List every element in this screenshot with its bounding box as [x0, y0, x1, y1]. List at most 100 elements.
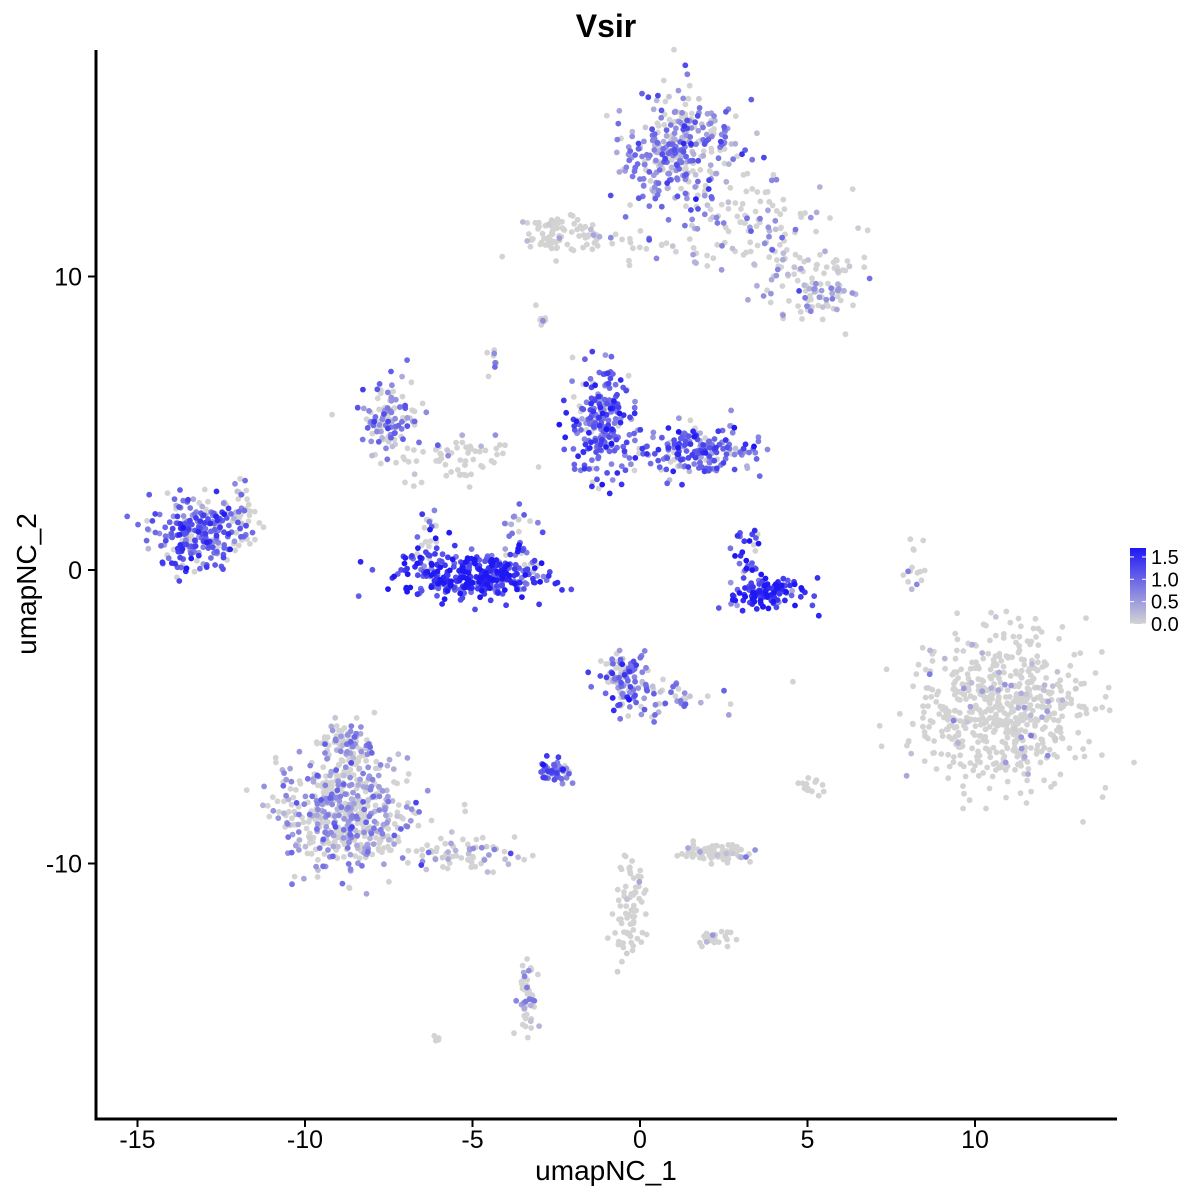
- scatter-point: [211, 526, 218, 533]
- scatter-point: [781, 206, 788, 213]
- scatter-point: [743, 557, 750, 564]
- scatter-point: [1007, 619, 1014, 626]
- scatter-point: [409, 553, 415, 559]
- scatter-point: [666, 170, 672, 177]
- scatter-point: [478, 587, 485, 594]
- scatter-point: [450, 563, 457, 570]
- scatter-point: [284, 821, 291, 827]
- x-tick-label: 5: [801, 1126, 815, 1154]
- scatter-point: [433, 545, 440, 552]
- scatter-point: [376, 381, 383, 387]
- scatter-point: [933, 699, 940, 705]
- scatter-point: [941, 655, 948, 662]
- scatter-point: [434, 1036, 440, 1042]
- scatter-point: [432, 446, 439, 453]
- scatter-point: [329, 853, 336, 860]
- scatter-point: [964, 671, 971, 678]
- scatter-point: [491, 350, 498, 357]
- scatter-point: [973, 659, 979, 666]
- scatter-point: [711, 113, 717, 119]
- scatter-point: [955, 740, 961, 746]
- scatter-point: [626, 455, 633, 461]
- scatter-point: [246, 512, 253, 519]
- scatter-point: [651, 184, 658, 191]
- scatter-point: [524, 1034, 531, 1041]
- scatter-point: [720, 220, 727, 226]
- scatter-point: [379, 788, 386, 794]
- scatter-point: [758, 571, 765, 578]
- scatter-point: [361, 812, 368, 819]
- scatter-point: [850, 302, 856, 309]
- scatter-point: [607, 375, 614, 382]
- scatter-point: [295, 829, 302, 835]
- scatter-point: [272, 754, 279, 761]
- scatter-point: [606, 434, 613, 440]
- scatter-point: [554, 216, 561, 223]
- scatter-point: [708, 149, 715, 155]
- scatter-point: [384, 456, 391, 463]
- scatter-point: [377, 762, 384, 768]
- scatter-point: [540, 761, 547, 768]
- scatter-point: [642, 124, 649, 131]
- scatter-point: [627, 202, 633, 208]
- scatter-point: [348, 781, 355, 788]
- scatter-point: [1039, 714, 1045, 720]
- scatter-point: [963, 696, 969, 702]
- scatter-point: [991, 681, 997, 687]
- scatter-point: [592, 382, 598, 389]
- scatter-point: [631, 674, 638, 680]
- scatter-point: [207, 520, 214, 527]
- scatter-point: [734, 532, 741, 539]
- scatter-point: [487, 597, 494, 604]
- scatter-point: [687, 134, 694, 140]
- scatter-point: [1025, 766, 1032, 772]
- scatter-point: [664, 480, 671, 487]
- scatter-point: [321, 808, 327, 815]
- scatter-point: [755, 434, 762, 441]
- scatter-point: [432, 856, 439, 863]
- scatter-point: [478, 860, 484, 867]
- scatter-point: [558, 775, 565, 782]
- scatter-point: [811, 286, 817, 292]
- scatter-point: [679, 851, 685, 857]
- scatter-point: [377, 460, 384, 467]
- scatter-point: [730, 156, 736, 163]
- scatter-point: [384, 820, 390, 826]
- scatter-point: [1067, 662, 1074, 669]
- scatter-point: [560, 397, 567, 404]
- scatter-point: [753, 535, 759, 541]
- scatter-point: [404, 423, 411, 429]
- scatter-point: [423, 549, 429, 555]
- scatter-point: [293, 786, 299, 793]
- scatter-point: [462, 808, 469, 815]
- scatter-point: [281, 810, 287, 817]
- scatter-point: [501, 848, 508, 855]
- scatter-point: [483, 843, 490, 850]
- scatter-point: [613, 664, 619, 671]
- scatter-point: [603, 674, 610, 681]
- scatter-point: [482, 447, 489, 454]
- scatter-point: [622, 910, 629, 917]
- scatter-point: [582, 234, 589, 241]
- scatter-point: [813, 209, 820, 216]
- scatter-point: [631, 467, 638, 474]
- scatter-point: [1004, 778, 1011, 785]
- scatter-point: [404, 571, 411, 578]
- scatter-point: [920, 703, 926, 709]
- scatter-point: [1018, 745, 1025, 752]
- scatter-point: [654, 139, 661, 146]
- scatter-point: [642, 887, 649, 894]
- scatter-point: [445, 856, 451, 862]
- scatter-point: [275, 815, 282, 821]
- scatter-point: [341, 840, 348, 846]
- scatter-point: [314, 801, 321, 807]
- scatter-point: [479, 574, 486, 581]
- scatter-point: [762, 189, 769, 196]
- scatter-point: [539, 529, 546, 536]
- scatter-point: [459, 595, 466, 601]
- scatter-point: [1011, 745, 1018, 751]
- scatter-point: [777, 211, 784, 218]
- scatter-point: [539, 230, 546, 237]
- scatter-point: [383, 445, 389, 452]
- scatter-point: [739, 549, 746, 556]
